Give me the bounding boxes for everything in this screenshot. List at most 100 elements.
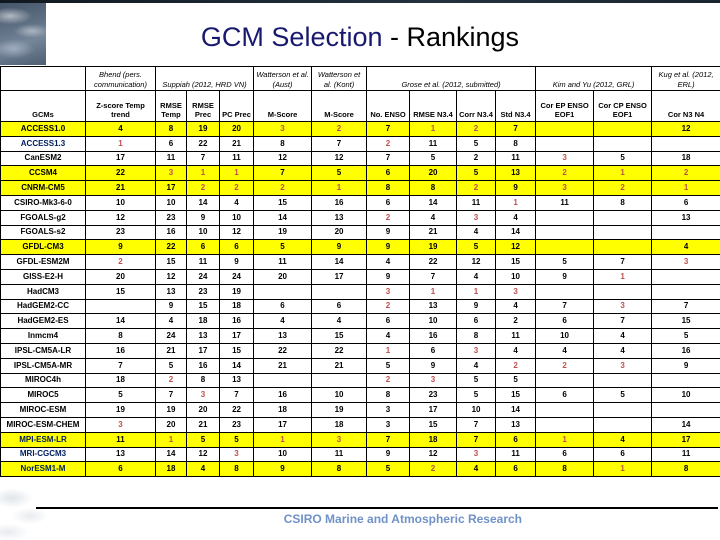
rank-cell: 6 (218, 239, 255, 256)
rank-cell: 13 (155, 283, 187, 300)
rank-cell (593, 135, 653, 152)
rank-cell: 2 (456, 150, 497, 167)
rank-cell: 11 (311, 446, 368, 463)
rank-cell: 2 (535, 357, 595, 374)
rank-cell: 4 (495, 298, 537, 315)
rank-cell: 3 (155, 165, 187, 182)
rank-cell: 11 (409, 135, 458, 152)
rank-cell: 18 (85, 372, 156, 389)
rank-cell: 4 (253, 313, 313, 330)
rank-cell: 13 (495, 165, 537, 182)
rank-cell: 5 (85, 387, 156, 404)
gcm-name-cell: HadGEM2-CC (0, 298, 86, 315)
metric-header-cell: RMSE Temp (155, 90, 187, 122)
rank-cell: 20 (85, 268, 156, 285)
rank-cell: 6 (366, 313, 411, 330)
table-row: HadGEM2-ES 14 4 18 16 4 4 6 10 6 2 6 7 15 (0, 313, 720, 330)
rank-cell (535, 416, 595, 433)
rank-cell: 6 (366, 165, 411, 182)
rank-cell: 16 (409, 328, 458, 344)
gcm-name-cell: Inmcm4 (0, 328, 86, 344)
rank-cell: 9 (535, 268, 595, 285)
metric-header-cell: PC Prec (218, 90, 255, 122)
rank-cell: 24 (155, 328, 187, 344)
table-row: HadCM3 15 13 23 19 3 1 1 3 (0, 283, 720, 300)
rank-cell (651, 268, 720, 285)
rank-cell: 6 (593, 446, 653, 463)
rank-cell: 2 (535, 165, 595, 182)
rank-cell (593, 209, 653, 226)
rank-cell: 2 (593, 180, 653, 196)
rank-cell: 13 (311, 209, 368, 226)
rank-cell: 3 (366, 402, 411, 418)
rank-cell: 4 (456, 268, 497, 285)
rank-cell: 3 (651, 254, 720, 270)
rank-cell (593, 239, 653, 256)
rank-cell: 8 (495, 135, 537, 152)
gcm-name-cell: GFDL-ESM2M (0, 254, 86, 270)
rank-cell: 8 (366, 387, 411, 404)
rank-cell: 12 (218, 224, 255, 241)
metric-header-cell: M-Score (311, 90, 368, 122)
rank-cell: 18 (218, 298, 255, 315)
gcm-name-cell: HadCM3 (0, 283, 86, 300)
rank-cell: 4 (456, 224, 497, 241)
rank-cell: 3 (593, 298, 653, 315)
rank-cell: 3 (593, 357, 653, 374)
rank-cell: 23 (409, 387, 458, 404)
rank-cell: 8 (593, 194, 653, 211)
rank-cell: 12 (186, 446, 220, 463)
rank-cell: 3 (85, 416, 156, 433)
rank-cell: 11 (495, 446, 537, 463)
rank-cell: 3 (366, 283, 411, 300)
rank-cell: 4 (456, 357, 497, 374)
rank-cell: 9 (186, 209, 220, 226)
rank-cell: 7 (366, 431, 411, 448)
rank-cell: 14 (651, 416, 720, 433)
table-row: MIROC5 5 7 3 7 16 10 8 23 5 15 6 5 10 (0, 387, 720, 404)
rank-cell: 3 (311, 431, 368, 448)
rank-cell: 23 (85, 224, 156, 241)
rank-cell: 1 (409, 283, 458, 300)
rank-cell: 17 (155, 180, 187, 196)
table-row: FGOALS-s2 23 16 10 12 19 20 9 21 4 14 (0, 224, 720, 241)
source-header-cell: Bhend (pers. communication) (85, 66, 156, 91)
rank-cell: 10 (186, 224, 220, 241)
footer-divider (36, 507, 718, 509)
rank-cell: 18 (409, 431, 458, 448)
table-row: MIROC-ESM 19 19 20 22 18 19 3 17 10 14 (0, 402, 720, 418)
rank-cell: 2 (495, 313, 537, 330)
rank-cell: 3 (409, 372, 458, 389)
rank-cell: 15 (85, 283, 156, 300)
rank-cell (311, 283, 368, 300)
gcm-name-cell: ACCESS1.0 (0, 121, 86, 137)
rank-cell: 13 (218, 372, 255, 389)
gcm-name-cell: ACCESS1.3 (0, 135, 86, 152)
metric-header-cell: Cor N3 N4 (651, 90, 720, 122)
rank-cell: 21 (311, 357, 368, 374)
rank-cell: 19 (311, 402, 368, 418)
rank-cell: 21 (409, 224, 458, 241)
rank-cell: 11 (186, 254, 220, 270)
gcm-name-cell: HadGEM2-ES (0, 313, 86, 330)
rank-cell: 4 (186, 461, 220, 478)
rank-cell (535, 121, 595, 137)
source-header-cell: Kim and Yu (2012, GRL) (535, 66, 653, 91)
rank-cell: 5 (186, 431, 220, 448)
rank-cell: 11 (155, 150, 187, 167)
rank-cell: 4 (651, 239, 720, 256)
rank-cell: 17 (311, 268, 368, 285)
rank-cell: 7 (409, 268, 458, 285)
rank-cell: 16 (651, 342, 720, 359)
rank-cell: 8 (456, 328, 497, 344)
rank-cell: 9 (651, 357, 720, 374)
rank-cell: 24 (186, 268, 220, 285)
rank-cell (535, 135, 595, 152)
rankings-table: Bhend (pers. communication) Suppiah (2012… (0, 66, 720, 478)
rank-cell: 2 (456, 180, 497, 196)
rank-cell: 17 (651, 431, 720, 448)
metric-header-cell: Corr N3.4 (456, 90, 497, 122)
table-row: CCSM4 22 3 1 1 7 5 6 20 5 13 2 1 2 (0, 165, 720, 182)
table-row: CSIRO-Mk3-6-0 10 10 14 4 15 16 6 14 11 1 11 8 6 (0, 194, 720, 211)
rank-cell: 22 (155, 239, 187, 256)
